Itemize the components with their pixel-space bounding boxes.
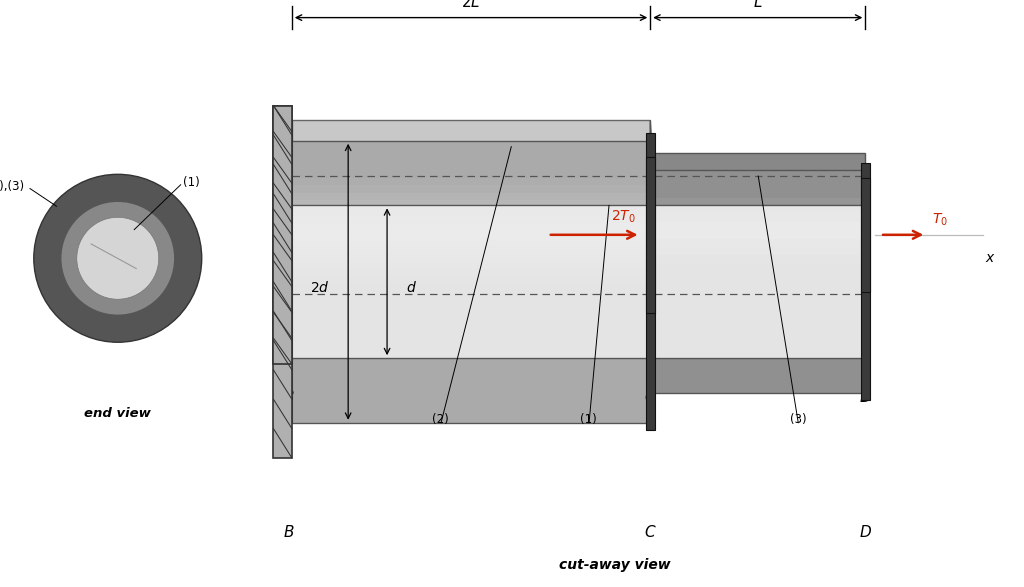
Bar (650, 264, 865, 272)
Text: (3): (3) (791, 413, 807, 426)
Bar (860, 177, 870, 292)
Bar (292, 140, 650, 147)
Bar (650, 305, 865, 313)
Bar (292, 308, 650, 315)
Bar (292, 223, 650, 231)
Text: $D$: $D$ (859, 389, 871, 405)
Bar (292, 285, 650, 292)
Bar (650, 153, 865, 317)
Bar (292, 292, 650, 299)
Text: (1): (1) (182, 176, 200, 189)
Bar (646, 133, 655, 430)
Bar (292, 247, 650, 254)
Bar (292, 116, 650, 124)
Text: cut-away view: cut-away view (558, 558, 671, 572)
Text: end view: end view (84, 407, 152, 420)
Bar (292, 276, 650, 285)
Bar (650, 173, 865, 181)
Text: $B$: $B$ (283, 524, 295, 540)
Bar (292, 154, 650, 162)
Text: (1): (1) (581, 413, 597, 426)
Bar (292, 238, 650, 247)
Bar (292, 163, 650, 170)
Bar (292, 177, 650, 185)
Bar (650, 198, 865, 206)
Text: $x$: $x$ (985, 251, 996, 265)
Bar (292, 216, 650, 224)
Bar (292, 185, 650, 193)
Text: $D$: $D$ (859, 524, 871, 540)
Text: (2),(3): (2),(3) (0, 180, 25, 193)
Bar (292, 254, 650, 262)
Bar (650, 205, 865, 358)
Bar (650, 358, 865, 393)
Bar (650, 239, 865, 247)
Text: $d$: $d$ (406, 280, 417, 295)
Bar (650, 288, 865, 296)
Bar (650, 149, 865, 157)
Text: $L$: $L$ (753, 0, 763, 10)
Bar (292, 330, 650, 338)
Bar (650, 247, 865, 255)
Text: $T_0$: $T_0$ (932, 212, 948, 228)
Bar (650, 222, 865, 231)
Text: $B$: $B$ (283, 389, 295, 405)
Bar (650, 206, 865, 214)
Bar (650, 231, 865, 239)
Ellipse shape (34, 174, 202, 342)
Bar (292, 261, 650, 269)
Ellipse shape (77, 217, 159, 299)
Bar (292, 141, 650, 205)
Bar (650, 165, 865, 173)
Bar (292, 200, 650, 208)
Bar (292, 132, 650, 140)
Text: $2L$: $2L$ (462, 0, 480, 10)
Bar (650, 170, 865, 205)
Bar (650, 190, 865, 198)
Bar (292, 315, 650, 323)
Bar (650, 157, 865, 165)
Bar (292, 269, 650, 277)
Ellipse shape (61, 202, 174, 315)
Bar (292, 338, 650, 345)
Text: $C$: $C$ (644, 524, 656, 540)
Text: $2d$: $2d$ (310, 280, 330, 295)
Bar (292, 208, 650, 215)
Bar (273, 106, 292, 364)
Bar (292, 231, 650, 239)
Bar (650, 214, 865, 222)
Bar (292, 124, 650, 132)
Bar (292, 299, 650, 308)
Bar (292, 205, 650, 358)
Bar (292, 170, 650, 177)
Bar (273, 106, 292, 458)
Bar (292, 193, 650, 201)
Bar (650, 280, 865, 288)
Bar (292, 322, 650, 330)
Bar (650, 272, 865, 280)
Bar (646, 157, 655, 313)
Polygon shape (650, 120, 652, 349)
Bar (860, 163, 870, 400)
Bar (292, 358, 650, 423)
Bar (650, 255, 865, 264)
Bar (650, 296, 865, 305)
Bar (292, 147, 650, 155)
Bar (650, 181, 865, 190)
Text: $2T_0$: $2T_0$ (610, 209, 635, 225)
Bar (292, 120, 650, 349)
Text: (2): (2) (432, 413, 449, 426)
Text: $C$: $C$ (644, 389, 656, 405)
